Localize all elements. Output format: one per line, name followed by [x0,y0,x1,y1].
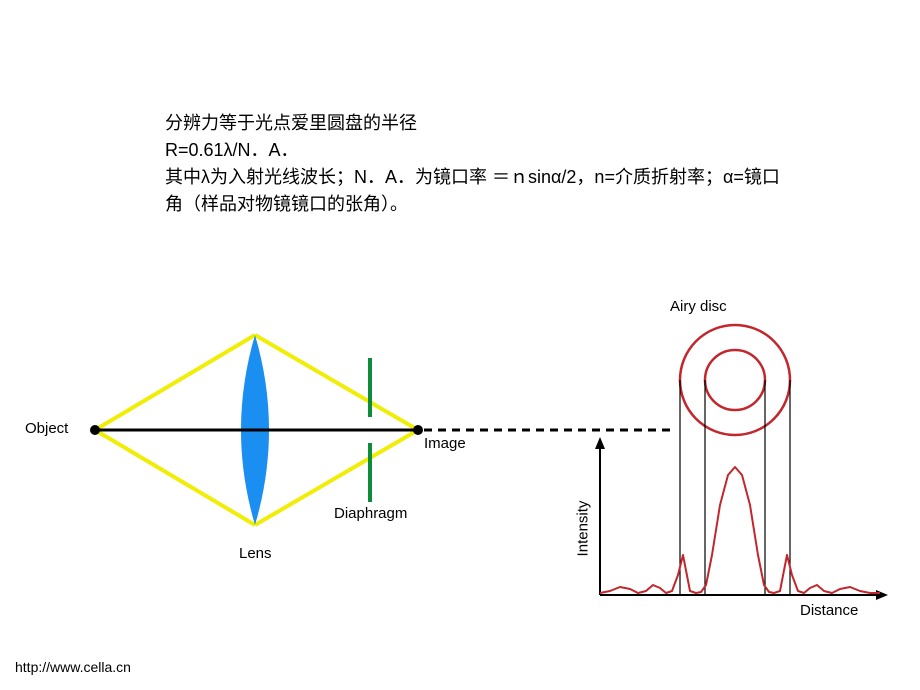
text-line-3: 其中λ为入射光线波长；N．A．为镜口率 ＝ｎsinα/2，n=介质折射率；α=镜… [165,164,785,218]
text-line-1: 分辨力等于光点爱里圆盘的半径 [165,110,785,137]
description-text: 分辨力等于光点爱里圆盘的半径 R=0.61λ/N．A． 其中λ为入射光线波长；N… [165,110,785,218]
footer-url: http://www.cella.cn [15,659,131,675]
optics-diagram: Object Lens Diaphragm Image Airy disc In… [10,295,910,655]
object-label: Object [25,420,68,437]
intensity-axis-label: Intensity [574,501,591,557]
lens-label: Lens [239,545,272,562]
text-line-2: R=0.61λ/N．A． [165,137,785,164]
diaphragm-label: Diaphragm [334,505,407,522]
image-label: Image [424,435,466,452]
optics-svg [10,295,910,655]
distance-axis-label: Distance [800,602,858,619]
airy-disc-label: Airy disc [670,298,727,315]
